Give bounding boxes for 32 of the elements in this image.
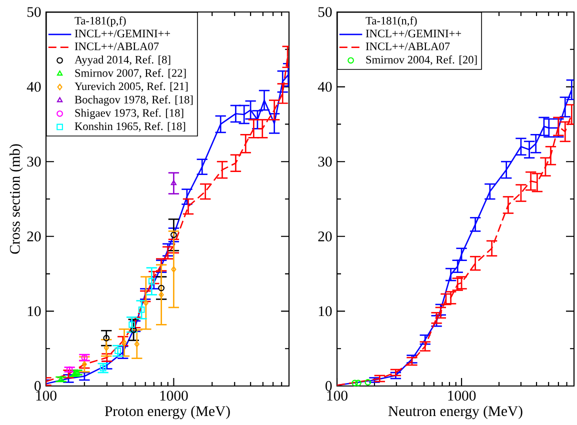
y-tick-label: 30 bbox=[318, 156, 332, 167]
legend-label: Smirnov 2007, Ref. [22] bbox=[75, 68, 186, 78]
y-tick-label: 50 bbox=[318, 7, 332, 17]
y-tick-label: 0 bbox=[34, 381, 41, 391]
legend-label: INCL++/GEMINI++ bbox=[366, 30, 462, 38]
legend-title: Ta-181(n,f) bbox=[366, 16, 417, 27]
legend-title: Ta-181(p,f) bbox=[74, 16, 126, 27]
y-tick-label: 20 bbox=[27, 231, 41, 242]
x-tick-label: 100 bbox=[36, 390, 56, 401]
legend-label: Bochagov 1978, Ref. [18] bbox=[74, 95, 193, 106]
y-tick-label: 40 bbox=[26, 82, 41, 92]
x-tick-label: 100 bbox=[327, 390, 348, 401]
legend-label: INCL++/ABLA07 bbox=[366, 42, 450, 50]
y-tick-label: 10 bbox=[318, 306, 332, 316]
legend-label: Yurevich 2005, Ref. [21] bbox=[74, 82, 188, 92]
y-tick-label: 0 bbox=[326, 381, 332, 391]
y-tick-label: 40 bbox=[318, 82, 332, 92]
x-axis-title: Proton energy (MeV) bbox=[104, 406, 230, 420]
legend-label: Smirnov 2004, Ref. [20] bbox=[366, 55, 477, 66]
y-tick-label: 30 bbox=[27, 156, 41, 167]
legend-label: Ayyad 2014, Ref. [8] bbox=[74, 55, 170, 66]
x-axis-title: Neutron energy (MeV) bbox=[388, 406, 522, 420]
y-axis-title: Cross section (mb) bbox=[10, 144, 23, 254]
y-tick-label: 10 bbox=[28, 306, 41, 316]
y-tick-label: 50 bbox=[27, 7, 41, 17]
legend-label: INCL++/ABLA07 bbox=[74, 42, 159, 50]
y-tick-label: 20 bbox=[318, 231, 332, 242]
x-tick-label: 1000 bbox=[448, 390, 476, 401]
legend-label: INCL++/GEMINI++ bbox=[74, 30, 170, 38]
legend-label: Konshin 1965, Ref. [18] bbox=[74, 122, 186, 132]
legend-label: Shigaev 1973, Ref. [18] bbox=[75, 108, 184, 120]
x-tick-label: 1000 bbox=[160, 390, 188, 401]
